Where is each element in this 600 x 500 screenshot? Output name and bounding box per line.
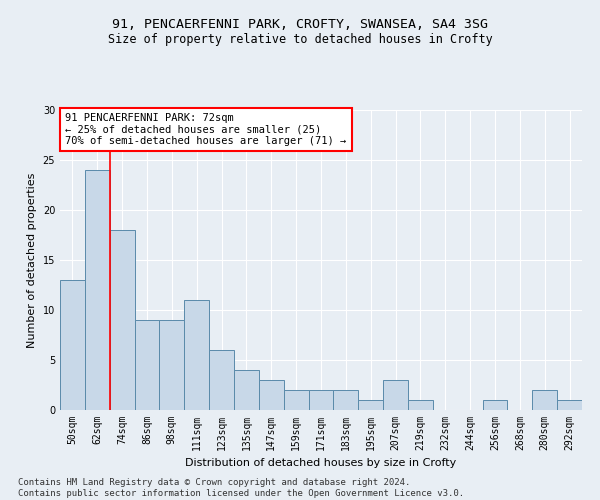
Bar xyxy=(532,390,557,410)
X-axis label: Distribution of detached houses by size in Crofty: Distribution of detached houses by size … xyxy=(185,458,457,468)
Bar xyxy=(259,380,284,410)
Bar xyxy=(134,320,160,410)
Bar xyxy=(557,400,582,410)
Text: Size of property relative to detached houses in Crofty: Size of property relative to detached ho… xyxy=(107,32,493,46)
Text: 91 PENCAERFENNI PARK: 72sqm
← 25% of detached houses are smaller (25)
70% of sem: 91 PENCAERFENNI PARK: 72sqm ← 25% of det… xyxy=(65,113,346,146)
Bar xyxy=(85,170,110,410)
Bar xyxy=(160,320,184,410)
Y-axis label: Number of detached properties: Number of detached properties xyxy=(27,172,37,348)
Bar xyxy=(482,400,508,410)
Bar xyxy=(60,280,85,410)
Bar xyxy=(234,370,259,410)
Text: 91, PENCAERFENNI PARK, CROFTY, SWANSEA, SA4 3SG: 91, PENCAERFENNI PARK, CROFTY, SWANSEA, … xyxy=(112,18,488,30)
Bar xyxy=(334,390,358,410)
Bar xyxy=(284,390,308,410)
Text: Contains HM Land Registry data © Crown copyright and database right 2024.
Contai: Contains HM Land Registry data © Crown c… xyxy=(18,478,464,498)
Bar xyxy=(110,230,134,410)
Bar xyxy=(408,400,433,410)
Bar xyxy=(383,380,408,410)
Bar xyxy=(358,400,383,410)
Bar xyxy=(184,300,209,410)
Bar xyxy=(308,390,334,410)
Bar xyxy=(209,350,234,410)
